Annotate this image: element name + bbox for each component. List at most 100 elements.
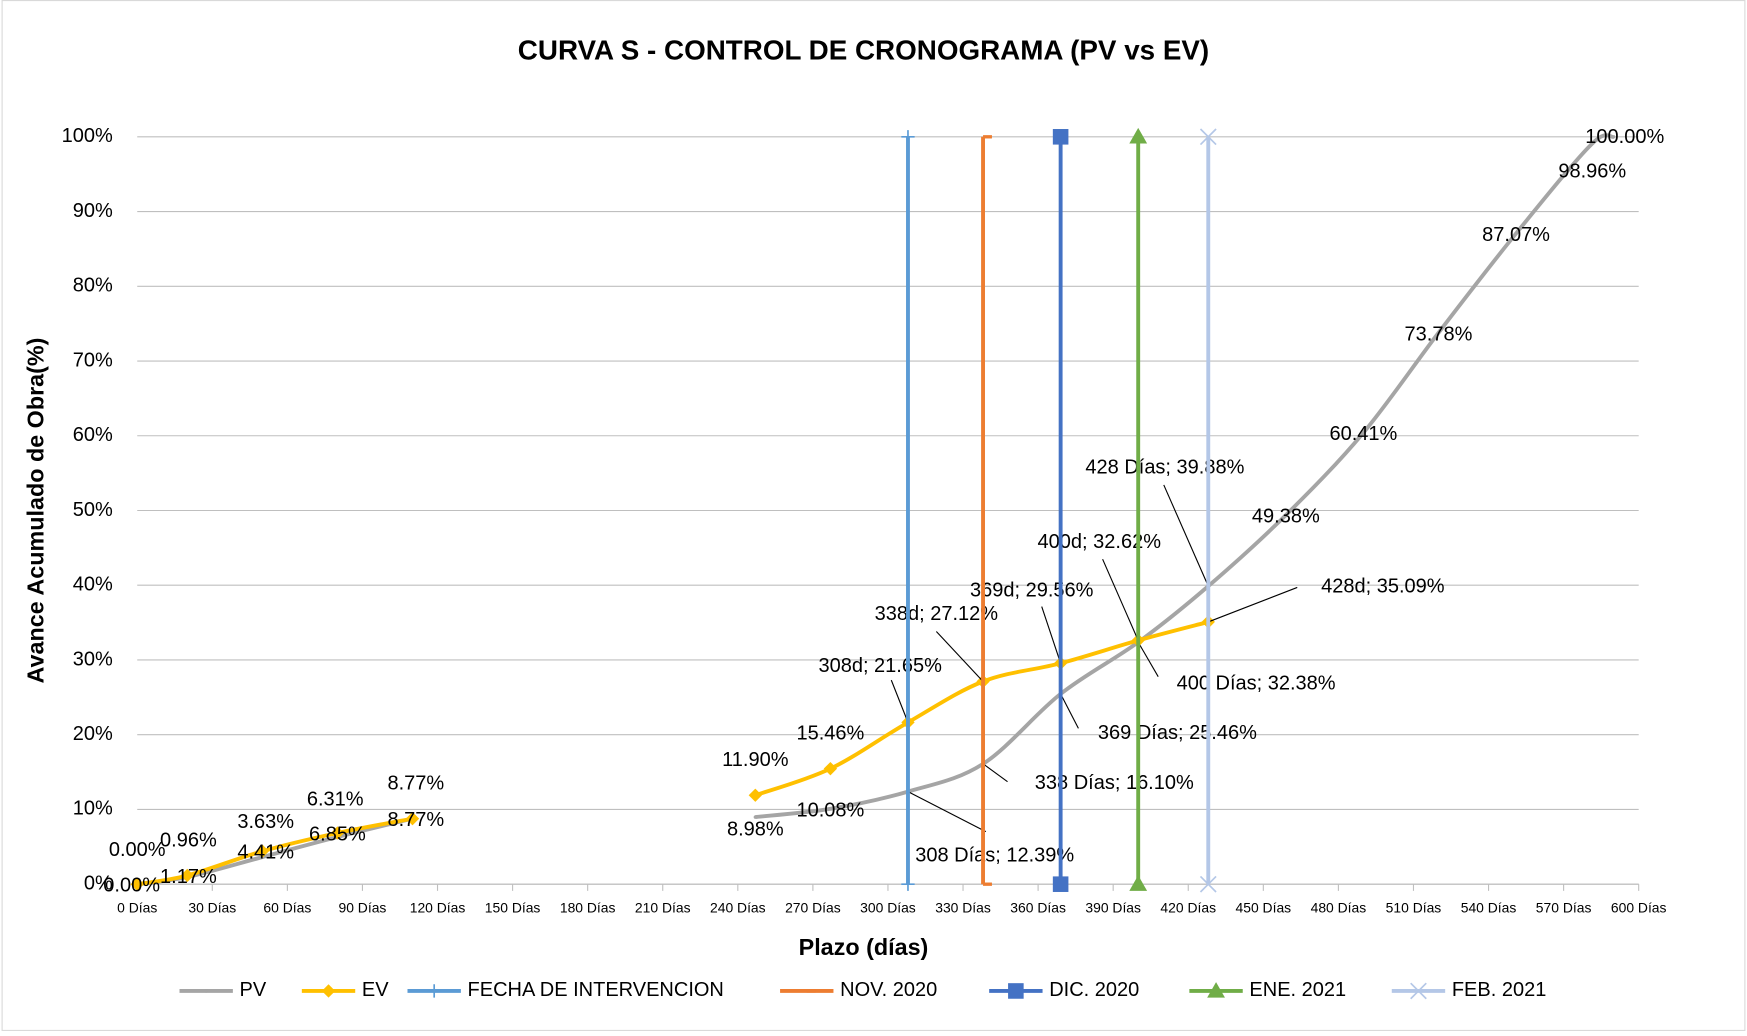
leader-line [935, 631, 984, 682]
legend-label: ENE. 2021 [1249, 979, 1346, 1001]
data-label: 0.96% [160, 830, 217, 852]
x-tick-label: 360 Días [1010, 899, 1066, 915]
x-tick-label: 30 Días [188, 899, 236, 915]
data-label: 6.31% [307, 789, 364, 811]
x-tick-label: 150 Días [485, 899, 541, 915]
x-tick-label: 240 Días [710, 899, 766, 915]
marker [828, 807, 833, 811]
data-label: 428 Días; 39.88% [1085, 457, 1244, 479]
marker [427, 984, 441, 998]
data-label: 338 Días; 16.10% [1035, 772, 1194, 794]
data-label: 400d; 32.62% [1038, 531, 1162, 553]
y-tick-label: 40% [73, 574, 113, 596]
marker [748, 788, 763, 802]
data-label: 10.08% [796, 799, 864, 821]
data-label: 100.00% [1585, 126, 1664, 148]
leader-line [1102, 558, 1139, 641]
leader-line [1137, 641, 1159, 677]
x-tick-label: 330 Días [935, 899, 991, 915]
x-tick-label: 420 Días [1160, 899, 1216, 915]
data-label: 428d; 35.09% [1321, 576, 1445, 598]
data-label: 1.17% [160, 866, 217, 888]
legend-label: EV [362, 979, 389, 1001]
y-tick-label: 60% [73, 424, 113, 446]
legend-label: FECHA DE INTERVENCION [468, 979, 724, 1001]
marker [1052, 129, 1069, 145]
data-label: 0.00% [109, 839, 166, 861]
data-label: 98.96% [1558, 161, 1626, 183]
x-tick-label: 540 Días [1461, 899, 1517, 915]
data-label: 0.00% [103, 875, 160, 897]
data-label: 400 Días; 32.38% [1177, 673, 1336, 695]
marker [1611, 135, 1616, 139]
marker [204, 989, 208, 993]
data-label: 3.63% [237, 811, 294, 833]
x-tick-label: 120 Días [410, 899, 466, 915]
series [901, 130, 915, 891]
marker [753, 815, 757, 819]
x-tick-label: 510 Días [1386, 899, 1442, 915]
leader-line [907, 791, 987, 833]
leader-line [982, 763, 1008, 783]
data-label: 15.46% [796, 722, 864, 744]
x-tick-label: 60 Días [263, 899, 311, 915]
y-axis-title: Avance Acumulado de Obra(%) [22, 338, 48, 684]
marker [1514, 231, 1518, 236]
marker [330, 826, 345, 840]
x-tick-label: 180 Días [560, 899, 616, 915]
legend-label: PV [240, 979, 267, 1001]
marker [1436, 331, 1441, 335]
data-label: 8.98% [727, 819, 784, 841]
data-label: 4.41% [237, 842, 294, 864]
marker [321, 984, 336, 998]
marker [1129, 127, 1148, 144]
series [1199, 128, 1217, 893]
marker [1008, 983, 1024, 999]
y-tick-label: 90% [73, 200, 113, 222]
y-tick-label: 70% [73, 349, 113, 371]
leader-line [1208, 586, 1298, 623]
data-label: 49.38% [1252, 506, 1320, 528]
data-label: 338d; 27.12% [875, 603, 999, 625]
data-label: 308d; 21.65% [818, 655, 942, 677]
x-tick-label: 300 Días [860, 899, 916, 915]
data-label: 60.41% [1329, 423, 1397, 445]
marker [1199, 875, 1217, 893]
data-label: 308 Días; 12.39% [915, 844, 1074, 866]
marker [180, 868, 194, 883]
series [981, 135, 992, 886]
leader-line [1041, 606, 1062, 664]
data-label: 8.77% [387, 809, 444, 831]
x-tick-label: 0 Días [117, 899, 157, 915]
series [1052, 129, 1069, 892]
marker [901, 130, 915, 144]
data-label: 369d; 29.56% [970, 579, 1094, 601]
x-tick-label: 450 Días [1236, 899, 1292, 915]
marker [255, 844, 270, 858]
marker [1284, 513, 1288, 517]
marker [901, 877, 915, 891]
leader-line [1163, 484, 1209, 587]
y-tick-label: 30% [73, 648, 113, 670]
chart-title: CURVA S - CONTROL DE CRONOGRAMA (PV vs E… [518, 35, 1209, 66]
x-tick-label: 600 Días [1611, 899, 1667, 915]
data-label: 8.77% [387, 772, 444, 794]
leader-line [890, 679, 909, 723]
y-tick-label: 50% [73, 499, 113, 521]
data-label: 73.78% [1405, 323, 1473, 345]
x-axis-title: Plazo (días) [799, 934, 929, 960]
marker [1361, 431, 1366, 435]
y-tick-label: 20% [73, 723, 113, 745]
series [1129, 127, 1148, 891]
marker [1589, 142, 1593, 147]
y-tick-label: 10% [73, 798, 113, 820]
marker [1410, 982, 1427, 1000]
series-line [755, 133, 1615, 820]
marker [1207, 982, 1225, 998]
marker [1199, 128, 1217, 146]
marker [1052, 876, 1069, 892]
x-tick-label: 480 Días [1311, 899, 1367, 915]
